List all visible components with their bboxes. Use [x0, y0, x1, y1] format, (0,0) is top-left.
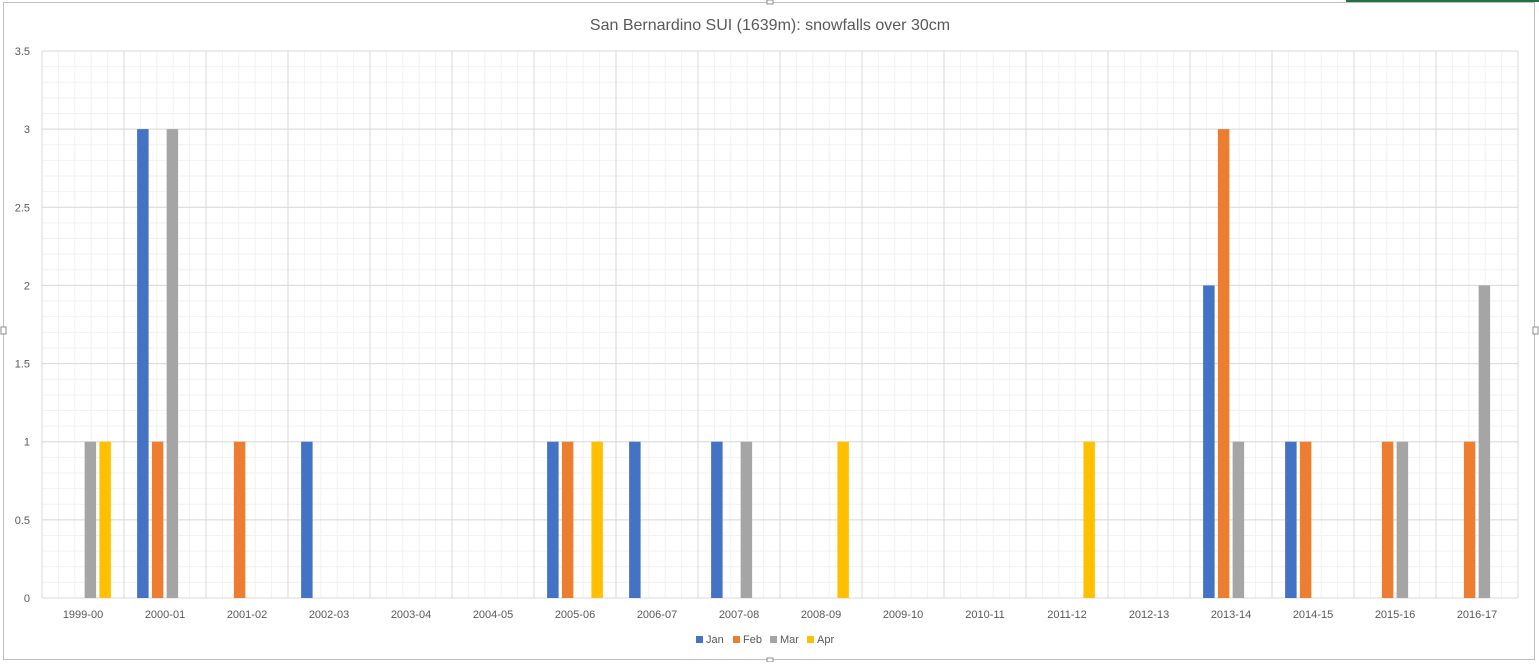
x-tick-label: 2000-01 [145, 609, 185, 621]
x-tick-label: 2016-17 [1457, 609, 1497, 621]
x-tick-label: 2002-03 [309, 609, 349, 621]
legend-label-feb: Feb [743, 634, 762, 646]
legend: Jan Feb Mar Apr [696, 634, 834, 646]
y-tick-label: 3 [24, 124, 30, 136]
x-tick-label: 2007-08 [719, 609, 759, 621]
legend-label-mar: Mar [780, 634, 799, 646]
legend-swatch-apr [807, 636, 814, 643]
legend-label-jan: Jan [706, 634, 724, 646]
resize-handle-top[interactable] [766, 0, 774, 5]
bar-mar-2007-08[interactable] [740, 441, 753, 598]
x-tick-label: 2014-15 [1293, 609, 1333, 621]
bar-feb-2014-15[interactable] [1299, 441, 1312, 598]
bar-jan-2014-15[interactable] [1285, 441, 1297, 598]
y-tick-label: 1 [24, 437, 30, 449]
major-gridlines [41, 50, 1519, 599]
x-tick-label: 2011-12 [1047, 609, 1087, 621]
y-tick-label: 0 [24, 593, 30, 605]
chart-border [3, 2, 1535, 660]
bar-mar-2016-17[interactable] [1478, 285, 1491, 598]
bar-jan-2007-08[interactable] [711, 441, 723, 598]
bar-apr-2005-06[interactable] [591, 441, 603, 598]
bar-apr-2008-09[interactable] [837, 441, 849, 598]
x-tick-label: 2015-16 [1375, 609, 1415, 621]
resize-handle-bottom[interactable] [766, 657, 774, 663]
legend-swatch-mar [770, 636, 777, 643]
x-tick-label: 2001-02 [227, 609, 267, 621]
x-tick-label: 2010-11 [965, 609, 1005, 621]
bar-feb-2001-02[interactable] [233, 441, 246, 598]
x-tick-label: 1999-00 [63, 609, 103, 621]
bar-mar-1999-00[interactable] [84, 441, 97, 598]
bar-apr-1999-00[interactable] [99, 441, 111, 598]
y-tick-label: 1.5 [15, 359, 30, 371]
legend-label-apr: Apr [817, 634, 834, 646]
bar-jan-2013-14[interactable] [1203, 285, 1215, 598]
legend-swatch-feb [733, 636, 740, 643]
y-tick-label: 3.5 [15, 46, 30, 58]
chart-title: San Bernardino SUI (1639m): snowfalls ov… [590, 17, 950, 34]
y-axis-tick-labels: 0 0.5 1 1.5 2 2.5 3 3.5 [15, 46, 30, 605]
bar-feb-2005-06[interactable] [561, 441, 574, 598]
x-tick-label: 2006-07 [637, 609, 677, 621]
x-tick-label: 2013-14 [1211, 609, 1251, 621]
legend-swatch-jan [696, 636, 703, 643]
bars-group [84, 129, 1491, 598]
bar-feb-2013-14[interactable] [1217, 129, 1230, 598]
bar-mar-2015-16[interactable] [1396, 441, 1409, 598]
y-tick-label: 2 [24, 280, 30, 292]
x-tick-label: 2003-04 [391, 609, 431, 621]
bar-apr-2011-12[interactable] [1083, 441, 1095, 598]
resize-handle-left[interactable] [0, 326, 7, 335]
x-tick-label: 2008-09 [801, 609, 841, 621]
resize-handle-right[interactable] [1532, 326, 1539, 335]
x-axis-tick-labels: 1999-00 2000-01 2001-02 2002-03 2003-04 2004-… [63, 609, 1497, 621]
bar-feb-2000-01[interactable] [151, 441, 164, 598]
x-tick-label: 2009-10 [883, 609, 923, 621]
y-tick-label: 0.5 [15, 515, 30, 527]
bar-jan-2000-01[interactable] [137, 129, 149, 598]
bar-jan-2006-07[interactable] [629, 441, 641, 598]
y-tick-label: 2.5 [15, 202, 30, 214]
bar-jan-2005-06[interactable] [547, 441, 559, 598]
bar-jan-2002-03[interactable] [301, 441, 313, 598]
x-tick-label: 2005-06 [555, 609, 595, 621]
bar-mar-2013-14[interactable] [1232, 441, 1245, 598]
x-tick-label: 2004-05 [473, 609, 513, 621]
bar-feb-2016-17[interactable] [1463, 441, 1476, 598]
x-tick-label: 2012-13 [1129, 609, 1169, 621]
bar-mar-2000-01[interactable] [166, 129, 179, 598]
bar-feb-2015-16[interactable] [1381, 441, 1394, 598]
